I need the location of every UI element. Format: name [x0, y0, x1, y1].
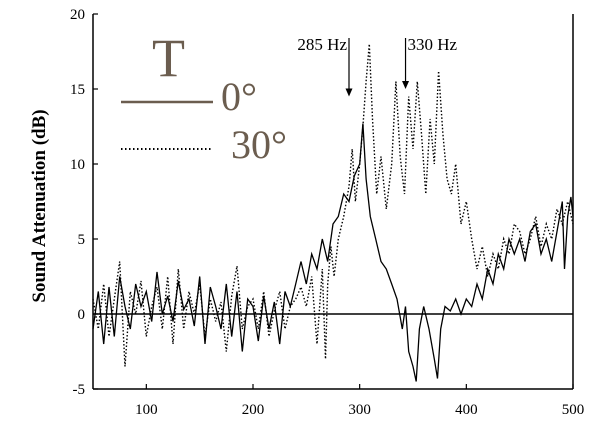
annotation-label: 285 Hz: [297, 35, 347, 54]
legend-label-0deg: 0°: [221, 74, 257, 119]
x-tick-label: 500: [562, 402, 585, 418]
annotation-layer: 285 Hz 330 Hz: [297, 35, 458, 97]
x-tick-label: 100: [135, 402, 158, 418]
annotation-arrow-head: [402, 81, 410, 89]
series-line-solid: [92, 123, 574, 382]
axes-layer: -5 0 5 10 15 20 100 200 300 400 500: [70, 7, 584, 418]
legend: T 0°30°: [121, 28, 287, 167]
y-tick-label: 20: [70, 7, 85, 23]
y-tick-label: 15: [70, 82, 85, 98]
y-axis-label: Sound Attenuation (dB): [29, 109, 50, 302]
y-tick-label: 5: [78, 232, 86, 248]
series-layer: [92, 43, 574, 382]
series-line-dotted: [92, 43, 574, 367]
y-tick-label: 10: [70, 157, 85, 173]
y-tick-label: 0: [78, 307, 86, 323]
annotation-label: 330 Hz: [408, 35, 458, 54]
annotation-arrow-head: [345, 88, 353, 97]
legend-label-30deg: 30°: [231, 122, 287, 167]
x-tick-label: 300: [348, 402, 371, 418]
y-tick-label: -5: [73, 382, 86, 398]
x-tick-label: 400: [455, 402, 478, 418]
legend-title: T: [152, 28, 185, 88]
x-tick-label: 200: [242, 402, 265, 418]
